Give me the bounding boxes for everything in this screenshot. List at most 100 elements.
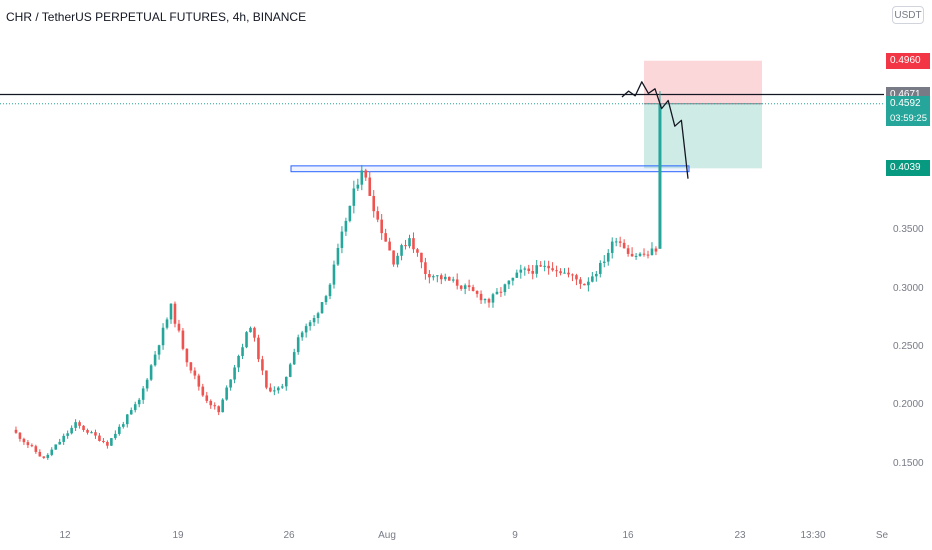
candle-body <box>432 276 435 278</box>
candle-body <box>416 249 419 253</box>
candle-body <box>491 294 495 303</box>
candle-body <box>288 364 292 377</box>
candle-body <box>281 386 284 388</box>
candle-body <box>157 345 161 355</box>
candle-body <box>384 233 387 242</box>
candle-body <box>356 184 360 189</box>
candle-body <box>265 370 268 388</box>
candle-body <box>241 347 244 356</box>
candle-body <box>261 359 264 371</box>
candle-body <box>245 332 248 348</box>
chart-title: CHR / TetherUS PERPETUAL FUTURES, 4h, BI… <box>6 10 307 24</box>
candle-body <box>308 322 312 327</box>
candle-body <box>273 390 276 392</box>
x-axis-tick-label: 9 <box>512 530 518 541</box>
candle-body <box>519 269 523 273</box>
candle-body <box>440 275 443 280</box>
candle-body <box>129 410 133 415</box>
candle-body <box>547 265 550 269</box>
y-axis-tick-label: 0.3500 <box>893 224 924 236</box>
candle-body <box>479 293 483 301</box>
x-axis-tick-label: Aug <box>378 530 396 541</box>
candle-body <box>551 268 554 271</box>
candle-body <box>634 255 638 257</box>
x-axis-tick-label: 26 <box>283 530 295 541</box>
candle-body <box>515 272 519 278</box>
candle-body <box>34 446 38 452</box>
candle-body <box>125 414 129 425</box>
candle-body <box>360 170 364 185</box>
candle-body <box>451 279 455 281</box>
currency-button[interactable]: USDT <box>892 6 924 24</box>
candle-body <box>396 255 399 265</box>
candle-body <box>392 250 395 265</box>
candle-body <box>66 433 69 436</box>
candle-body <box>571 274 574 276</box>
candle-body <box>638 253 642 256</box>
candle-body <box>312 318 316 323</box>
candle-body <box>376 211 379 220</box>
candle-body <box>165 319 169 328</box>
candle-body <box>90 432 93 434</box>
candle-body <box>18 432 22 439</box>
candle-body <box>74 422 77 428</box>
candle-body <box>14 429 18 433</box>
candle-body <box>50 449 54 455</box>
bar-countdown-tag: 03:59:25 <box>886 111 930 126</box>
candle-body <box>527 268 531 272</box>
candle-body <box>499 291 503 293</box>
candle-body <box>316 313 320 319</box>
candle-body <box>137 399 141 405</box>
projection-path <box>621 81 689 179</box>
candle-body <box>304 326 308 333</box>
candle-body <box>344 220 348 232</box>
candle-body <box>503 284 507 293</box>
candle-body <box>567 272 570 275</box>
candle-body <box>539 265 542 267</box>
candle-body <box>54 444 58 450</box>
candle-body <box>436 275 439 277</box>
candle-body <box>133 404 137 411</box>
candle-body <box>650 248 654 256</box>
candle-body <box>591 276 594 282</box>
candle-body <box>626 248 630 254</box>
y-axis-tick-label: 0.1500 <box>893 457 924 469</box>
candle-body <box>599 262 602 274</box>
candle-body <box>475 291 479 294</box>
y-axis-tick-label: 0.2500 <box>893 341 924 353</box>
candle-body <box>328 284 332 297</box>
candle-body <box>217 406 220 413</box>
x-axis-tick-label: 12 <box>59 530 71 541</box>
support-zone <box>290 165 690 173</box>
candle-body <box>153 354 157 366</box>
candle-body <box>185 348 189 363</box>
candle-body <box>70 427 73 434</box>
candle-body <box>459 285 463 289</box>
candle-body <box>189 362 193 371</box>
candle-body <box>630 253 634 257</box>
candle-body <box>352 188 356 206</box>
candle-body <box>86 429 89 433</box>
candle-body <box>606 252 610 262</box>
candle-body <box>543 265 546 267</box>
candle-body <box>213 405 217 407</box>
candle-body <box>483 299 487 301</box>
candle-body <box>412 238 415 250</box>
candle-body <box>253 327 256 338</box>
candle-body <box>408 238 411 247</box>
candle-body <box>348 205 352 221</box>
candle-body <box>173 303 177 324</box>
candle-body <box>575 275 578 280</box>
candle-body <box>424 262 427 275</box>
candle-body <box>38 451 42 457</box>
candle-body <box>94 432 97 436</box>
candle-body <box>380 219 383 234</box>
candle-body <box>205 395 209 401</box>
candle-body <box>388 241 391 251</box>
candle-body <box>106 441 109 446</box>
candle-body <box>622 242 626 249</box>
candle-body <box>269 387 272 392</box>
candle-body <box>336 247 340 265</box>
candle-body <box>523 268 527 270</box>
